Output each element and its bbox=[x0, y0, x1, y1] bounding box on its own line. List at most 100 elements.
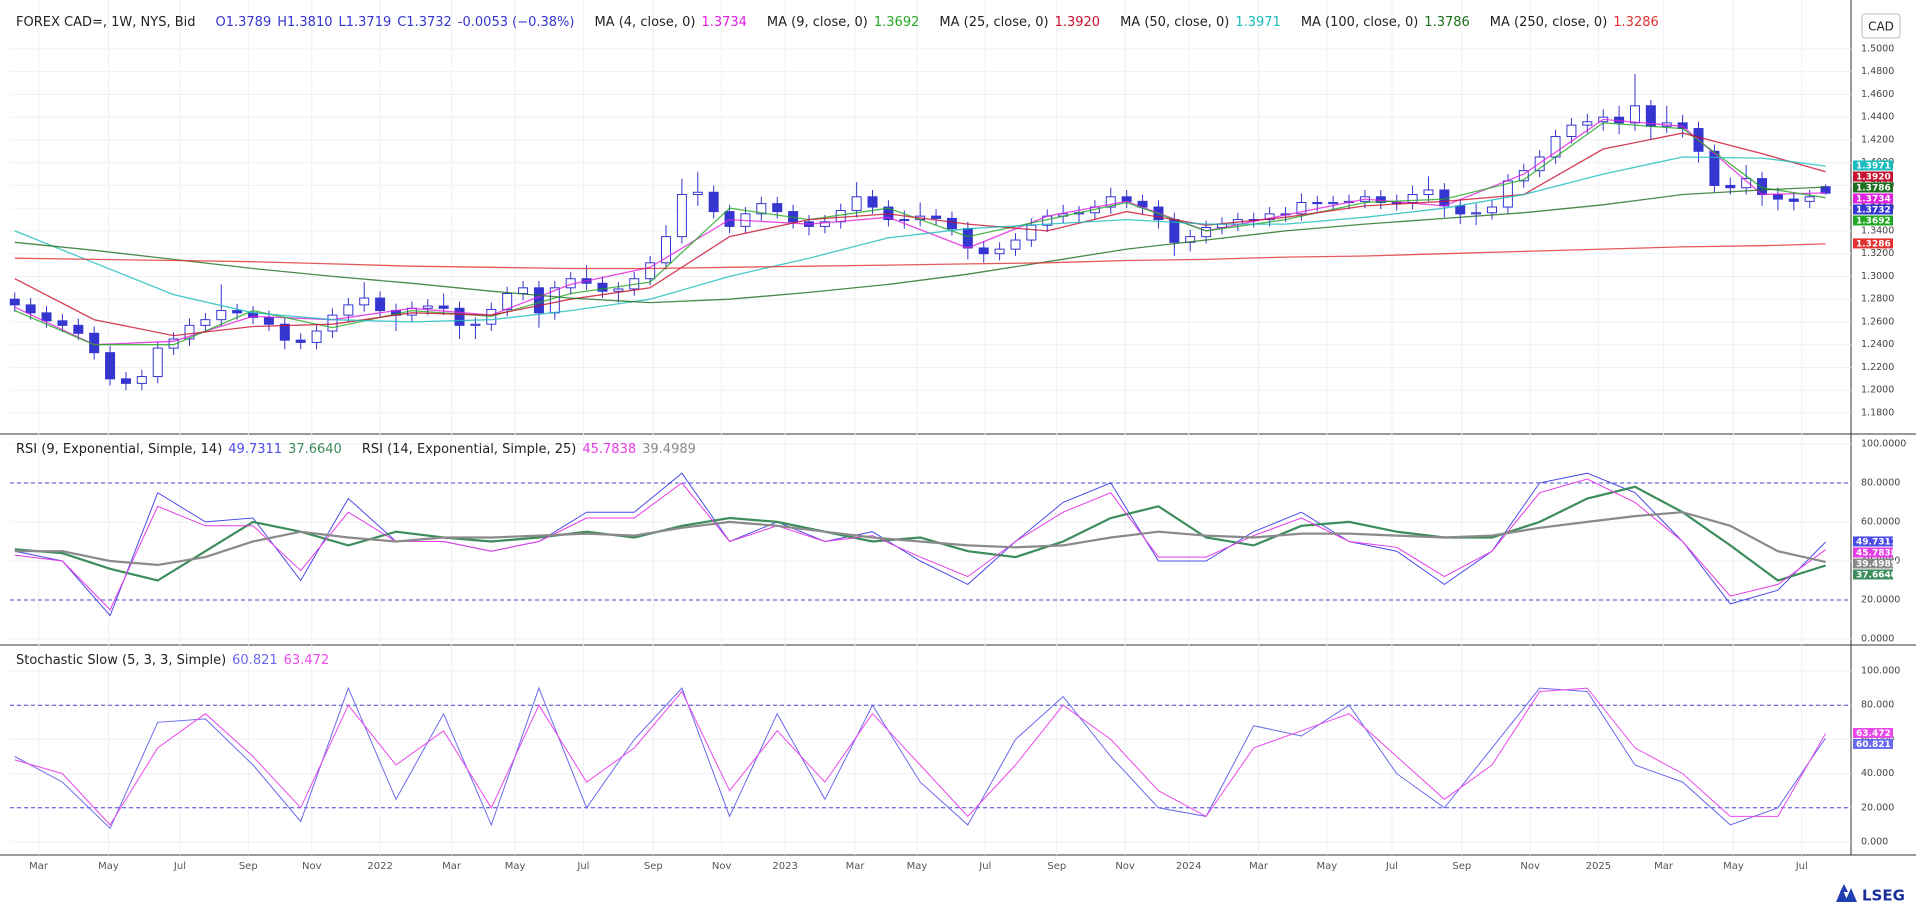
indicator-value: 1.3920 bbox=[1054, 15, 1101, 30]
y-tick-label: 100.000 bbox=[1861, 665, 1900, 676]
ohlc-value: O1.3789 bbox=[215, 15, 272, 30]
y-tick-label: 1.2000 bbox=[1861, 385, 1894, 396]
candle-body bbox=[279, 323, 290, 341]
indicator-title: MA (25, close, 0) bbox=[939, 15, 1049, 30]
ohlc-value: H1.3810 bbox=[277, 15, 333, 30]
indicator-panel bbox=[10, 472, 1851, 617]
y-tick-label: 1.4600 bbox=[1861, 89, 1894, 100]
moving-average-line bbox=[14, 186, 1826, 304]
x-tick-label: May bbox=[907, 861, 928, 872]
candle-body bbox=[708, 191, 719, 213]
y-tick-label: 0.0000 bbox=[1861, 633, 1894, 644]
candle-body bbox=[184, 324, 195, 340]
candle-body bbox=[676, 194, 687, 238]
ohlc-value: C1.3732 bbox=[397, 15, 452, 30]
y-tick-label: 40.000 bbox=[1861, 768, 1894, 779]
value-badge-label: 1.3734 bbox=[1856, 194, 1891, 204]
y-tick-label: 1.2400 bbox=[1861, 339, 1894, 350]
x-tick-label: 2022 bbox=[367, 861, 392, 872]
value-badge-label: 1.3692 bbox=[1856, 216, 1891, 226]
candle-body bbox=[1487, 206, 1498, 214]
indicator-line bbox=[14, 478, 1826, 611]
x-tick-label: Jul bbox=[1795, 861, 1808, 872]
indicator-panel bbox=[10, 686, 1851, 830]
candle-body bbox=[867, 196, 878, 208]
candle-body bbox=[978, 247, 989, 255]
candle-body bbox=[422, 305, 433, 309]
value-badge bbox=[1853, 182, 1893, 193]
brand-text: LSEG bbox=[1862, 887, 1905, 905]
candle-body bbox=[1725, 184, 1736, 189]
moving-average-line bbox=[14, 243, 1826, 270]
candle-body bbox=[454, 307, 465, 326]
y-tick-label: 20.0000 bbox=[1861, 594, 1900, 605]
value-badge bbox=[1853, 547, 1893, 558]
candle-body bbox=[899, 219, 910, 222]
value-badge-label: 1.3732 bbox=[1856, 205, 1891, 215]
candle-body bbox=[1772, 194, 1783, 200]
legend: RSI (9, Exponential, Simple, 14) 49.7311 3… bbox=[16, 442, 702, 457]
indicator-line bbox=[14, 511, 1826, 567]
candle-body bbox=[661, 236, 672, 264]
indicator-title: RSI (14, Exponential, Simple, 25) bbox=[361, 442, 577, 457]
y-tick-label: 1.2600 bbox=[1861, 316, 1894, 327]
candle-body bbox=[1629, 105, 1640, 124]
candle-body bbox=[216, 310, 227, 321]
candle-body bbox=[772, 203, 783, 213]
candle-body bbox=[1471, 212, 1482, 215]
indicator-title: MA (9, close, 0) bbox=[766, 15, 868, 30]
candle-body bbox=[470, 323, 481, 326]
x-tick-label: Nov bbox=[1520, 861, 1540, 872]
x-tick-label: 2025 bbox=[1586, 861, 1611, 872]
candle-body bbox=[263, 316, 274, 325]
x-tick-label: Jul bbox=[1385, 861, 1398, 872]
x-tick-label: May bbox=[505, 861, 526, 872]
value-badge-label: 1.3286 bbox=[1856, 239, 1891, 249]
candle-body bbox=[946, 217, 957, 230]
y-tick-label: 1.3200 bbox=[1861, 248, 1894, 259]
indicator-value: 1.3692 bbox=[873, 15, 920, 30]
value-badge bbox=[1853, 193, 1893, 204]
candle-body bbox=[645, 262, 656, 280]
candle-body bbox=[1296, 201, 1307, 215]
candle-body bbox=[232, 310, 243, 314]
x-tick-label: Jul bbox=[978, 861, 991, 872]
value-badge bbox=[1853, 160, 1893, 171]
indicator-line bbox=[14, 485, 1826, 582]
candle-body bbox=[533, 287, 544, 314]
value-badge-label: 1.3971 bbox=[1856, 161, 1891, 171]
currency-box bbox=[1861, 13, 1901, 39]
candle-body bbox=[962, 228, 973, 249]
brand-logo: LSEG bbox=[1836, 884, 1905, 905]
value-badge bbox=[1853, 569, 1893, 580]
x-tick-label: Mar bbox=[1249, 861, 1269, 872]
value-badge-label: 1.3786 bbox=[1856, 183, 1891, 193]
moving-average-line bbox=[14, 132, 1826, 337]
candle-body bbox=[1788, 198, 1799, 202]
candle-body bbox=[692, 191, 703, 196]
candle-body bbox=[200, 319, 211, 326]
candle-body bbox=[152, 347, 163, 378]
x-tick-label: Sep bbox=[239, 861, 258, 872]
x-tick-label: Sep bbox=[1047, 861, 1066, 872]
value-badge-label: 37.6640 bbox=[1856, 570, 1897, 580]
y-tick-label: 20.000 bbox=[1861, 802, 1894, 813]
value-badge-label: 60.821 bbox=[1856, 740, 1891, 750]
candle-body bbox=[1423, 189, 1434, 196]
candle-body bbox=[41, 312, 52, 322]
candle-body bbox=[1201, 227, 1212, 238]
candle-body bbox=[1026, 224, 1037, 241]
indicator-title: RSI (9, Exponential, Simple, 14) bbox=[16, 442, 223, 457]
ohlc-value: -0.0053 (−0.38%) bbox=[457, 15, 575, 30]
y-tick-label: 1.4200 bbox=[1861, 134, 1894, 145]
indicator-value: 1.3286 bbox=[1613, 15, 1659, 30]
value-badge-label: 63.472 bbox=[1856, 729, 1891, 739]
x-tick-label: Jul bbox=[173, 861, 186, 872]
candle-body bbox=[375, 297, 386, 312]
candle-body bbox=[1741, 178, 1752, 189]
indicator-value: 60.821 bbox=[232, 653, 278, 668]
candle-body bbox=[613, 288, 624, 292]
y-tick-label: 1.2200 bbox=[1861, 362, 1894, 373]
value-badge bbox=[1853, 238, 1893, 249]
